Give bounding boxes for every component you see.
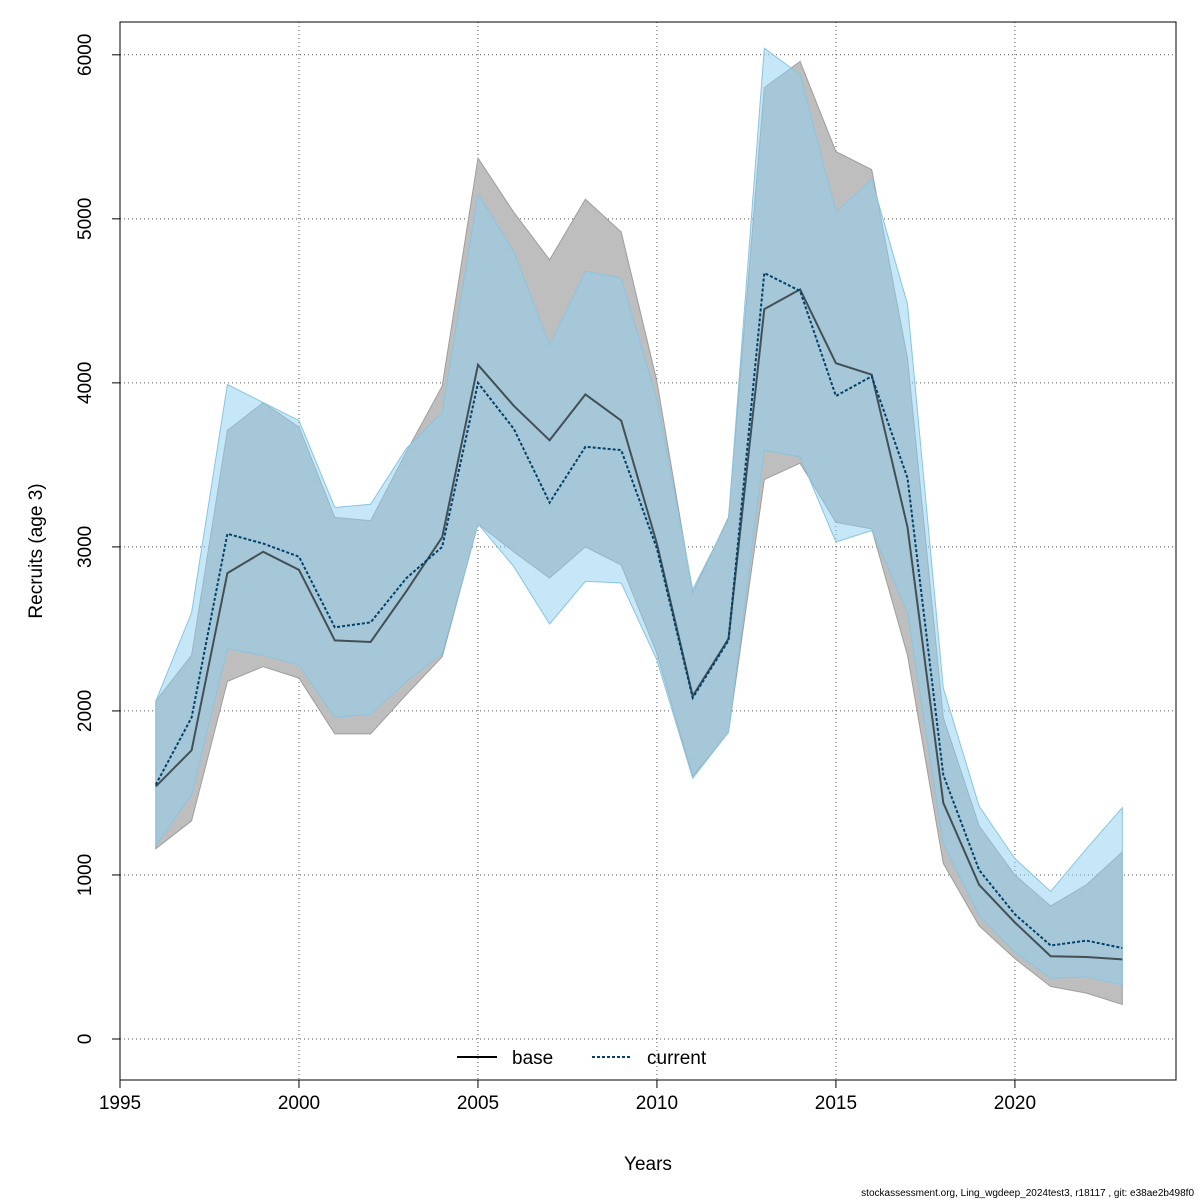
legend-current-label: current <box>647 1048 707 1069</box>
y-tick-label: 0 <box>75 1034 96 1045</box>
x-tick-label: 2015 <box>815 1093 857 1114</box>
y-tick-label: 4000 <box>75 362 96 404</box>
x-tick-label: 1995 <box>99 1093 141 1114</box>
confidence-bands <box>155 47 1123 1006</box>
y-axis-label: Recruits (age 3) <box>26 483 47 618</box>
y-tick-label: 5000 <box>75 198 96 240</box>
x-tick-label: 2020 <box>994 1093 1036 1114</box>
series-lines <box>154 271 1123 961</box>
axes: 1995 2000 2005 2010 2015 2020 0 1000 2000 3000 400… <box>75 34 1036 1114</box>
legend-base-label: base <box>512 1048 553 1069</box>
y-tick-label: 1000 <box>75 854 96 896</box>
x-tick-label: 2010 <box>636 1093 678 1114</box>
x-axis-label: Years <box>624 1154 672 1175</box>
y-tick-label: 6000 <box>75 34 96 76</box>
footer-note: stockassessment.org, Ling_wgdeep_2024tes… <box>861 1188 1194 1199</box>
series-line-current <box>154 271 1123 949</box>
x-tick-label: 2000 <box>278 1093 320 1114</box>
legend: base current <box>457 1048 707 1069</box>
y-tick-label: 2000 <box>75 690 96 732</box>
x-tick-label: 2005 <box>457 1093 499 1114</box>
y-tick-label: 3000 <box>75 526 96 568</box>
band-current <box>155 47 1123 986</box>
series-line-base <box>155 288 1123 961</box>
